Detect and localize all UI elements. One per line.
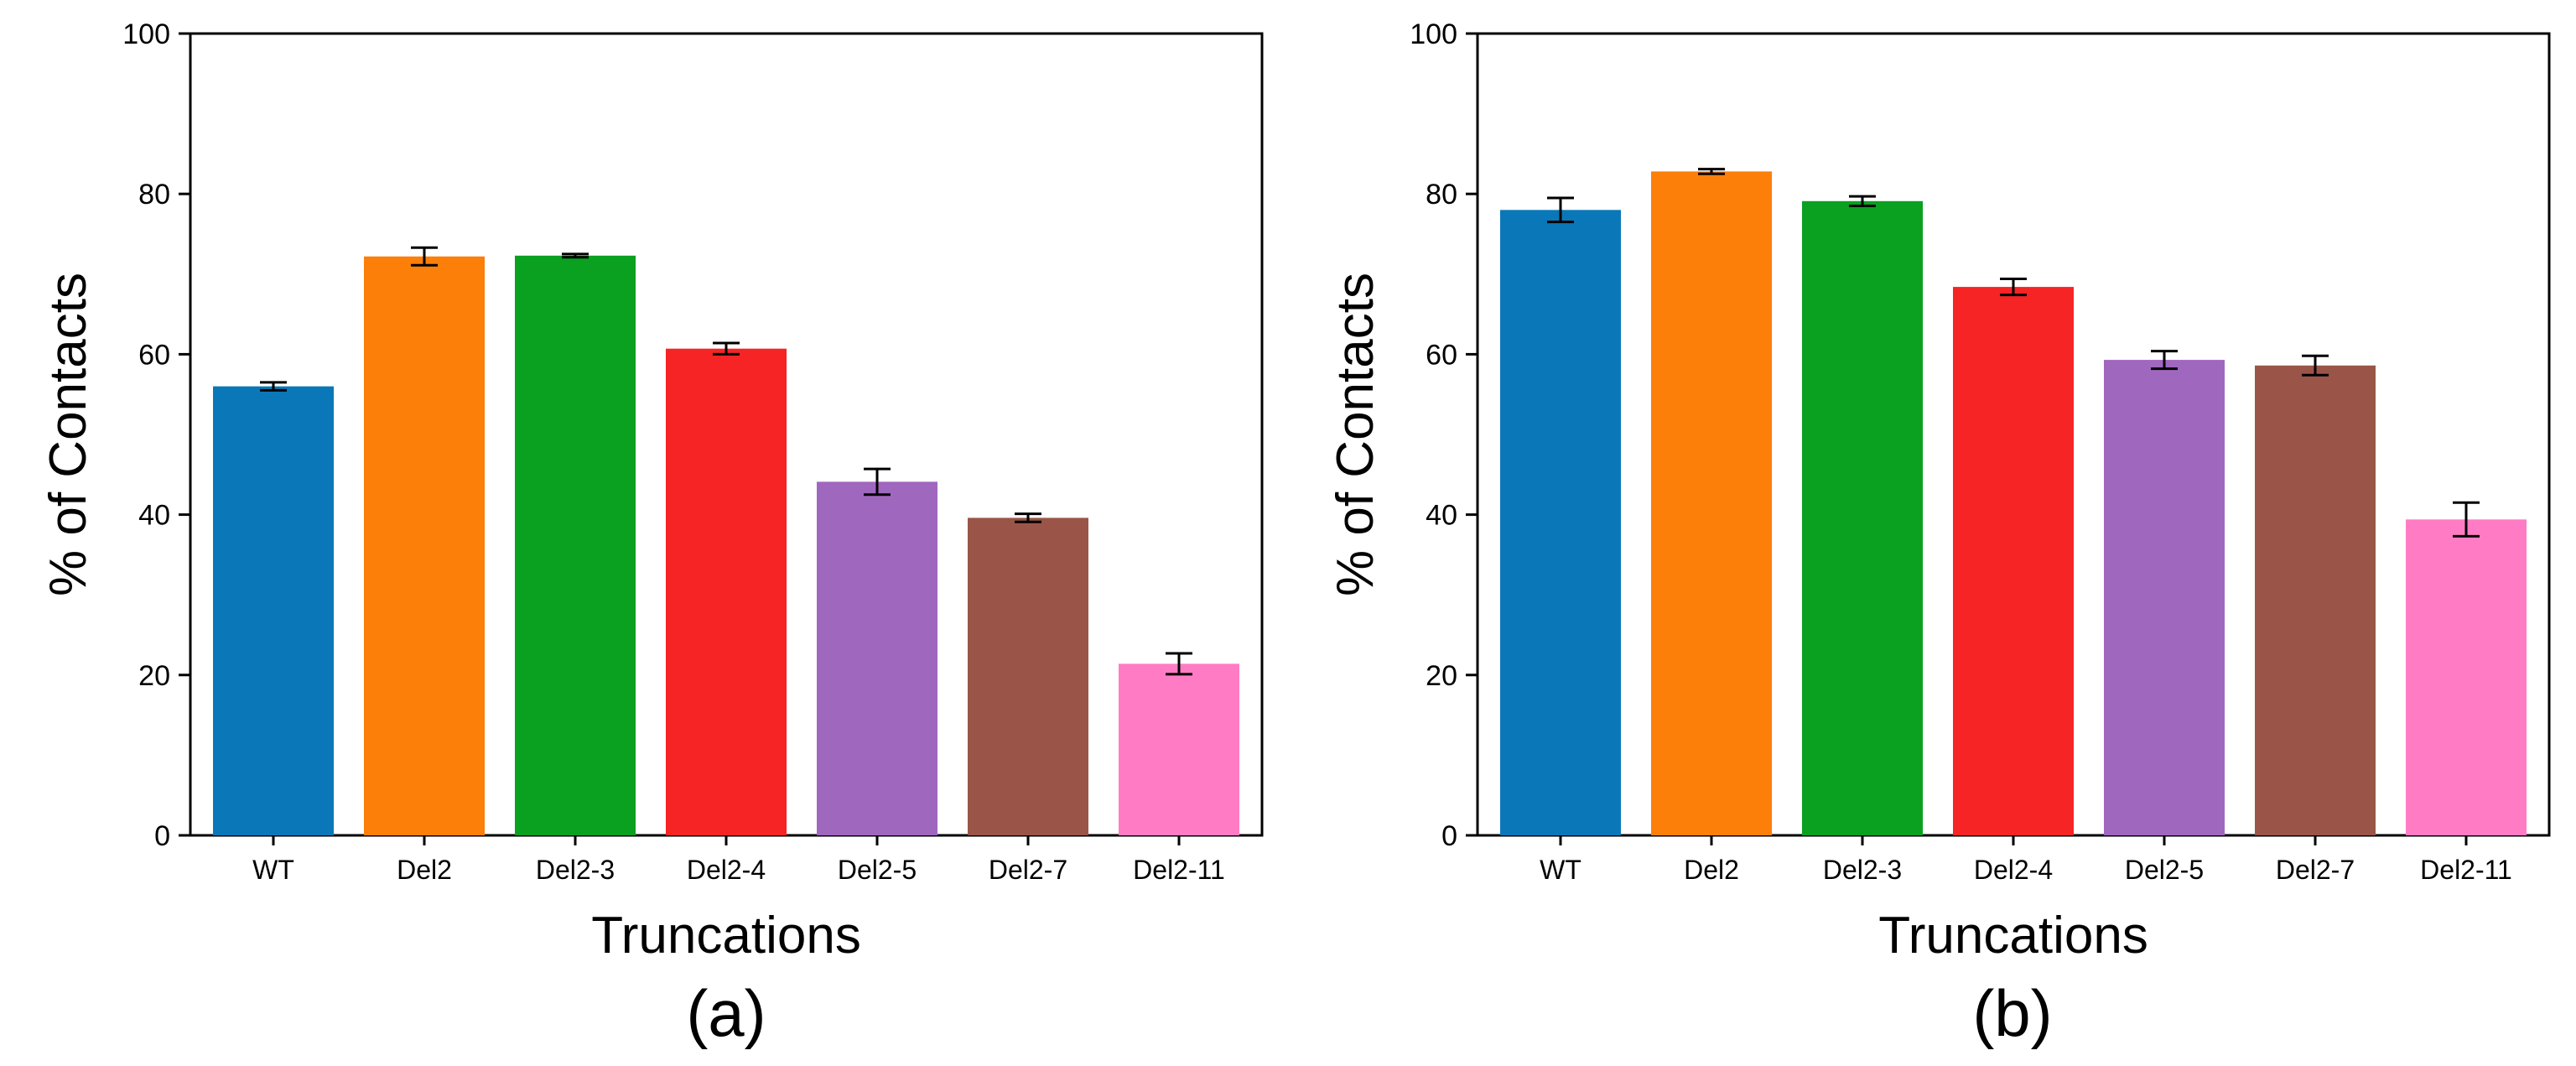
x-tick-label: WT: [252, 855, 294, 885]
y-tick-label: 60: [1426, 339, 1457, 371]
bar-del2: [1651, 171, 1772, 835]
y-tick-label: 0: [154, 820, 170, 852]
x-tick-label: Del2-3: [1823, 855, 1902, 885]
bar-del2-3: [515, 255, 636, 835]
y-tick-label: 100: [122, 18, 170, 50]
y-tick-label: 20: [138, 660, 170, 692]
bar-del2-4: [1953, 287, 2074, 835]
y-axis-label: % of Contacts: [1327, 273, 1384, 596]
y-tick-label: 20: [1426, 660, 1457, 692]
y-tick-label: 80: [138, 179, 170, 211]
bar-del2-3: [1802, 200, 1923, 835]
bar-del2-11: [1119, 663, 1239, 835]
bar-wt: [213, 386, 334, 835]
x-tick-label: Del2-4: [1974, 855, 2053, 885]
bar-del2-5: [817, 481, 937, 835]
x-tick-label: Del2: [1684, 855, 1739, 885]
chart-panel-a: 0 20 40 60 80 100 WT Del2 Del2-3 Del2-4 Del2-5 Del2…: [39, 18, 1264, 1050]
x-tick-label: Del2-7: [989, 855, 1067, 885]
y-tick-label: 80: [1426, 179, 1457, 211]
y-tick-label: 40: [1426, 500, 1457, 532]
panel-label: (a): [686, 976, 766, 1050]
chart-panel-b: 0 20 40 60 80 100 WT Del2 Del2-3 Del2-4 Del2-5 Del2…: [1327, 18, 2551, 1050]
x-tick-label: Del2-7: [2276, 855, 2355, 885]
bar-del2-7: [968, 517, 1088, 835]
x-tick-label: Del2-3: [536, 855, 615, 885]
y-tick-label: 0: [1441, 820, 1457, 852]
y-axis-label: % of Contacts: [39, 273, 97, 596]
x-tick-label: Del2-11: [1133, 855, 1225, 885]
x-tick-label: Del2-5: [838, 855, 917, 885]
x-axis-label: Truncations: [1878, 907, 2148, 965]
bar-del2-5: [2104, 360, 2225, 835]
panel-label: (b): [1972, 976, 2052, 1050]
bar-del2-7: [2255, 365, 2376, 835]
bar-del2-11: [2406, 519, 2527, 835]
bar-wt: [1500, 210, 1621, 835]
x-tick-label: Del2-5: [2125, 855, 2204, 885]
x-axis-label: Truncations: [591, 907, 861, 965]
y-tick-label: 100: [1410, 18, 1457, 50]
x-tick-label: WT: [1540, 855, 1581, 885]
bar-del2-4: [666, 348, 787, 835]
y-tick-label: 40: [138, 500, 170, 532]
x-tick-label: Del2-11: [2420, 855, 2512, 885]
x-tick-label: Del2: [397, 855, 452, 885]
x-tick-label: Del2-4: [687, 855, 766, 885]
bar-del2: [364, 256, 485, 835]
y-tick-label: 60: [138, 339, 170, 371]
